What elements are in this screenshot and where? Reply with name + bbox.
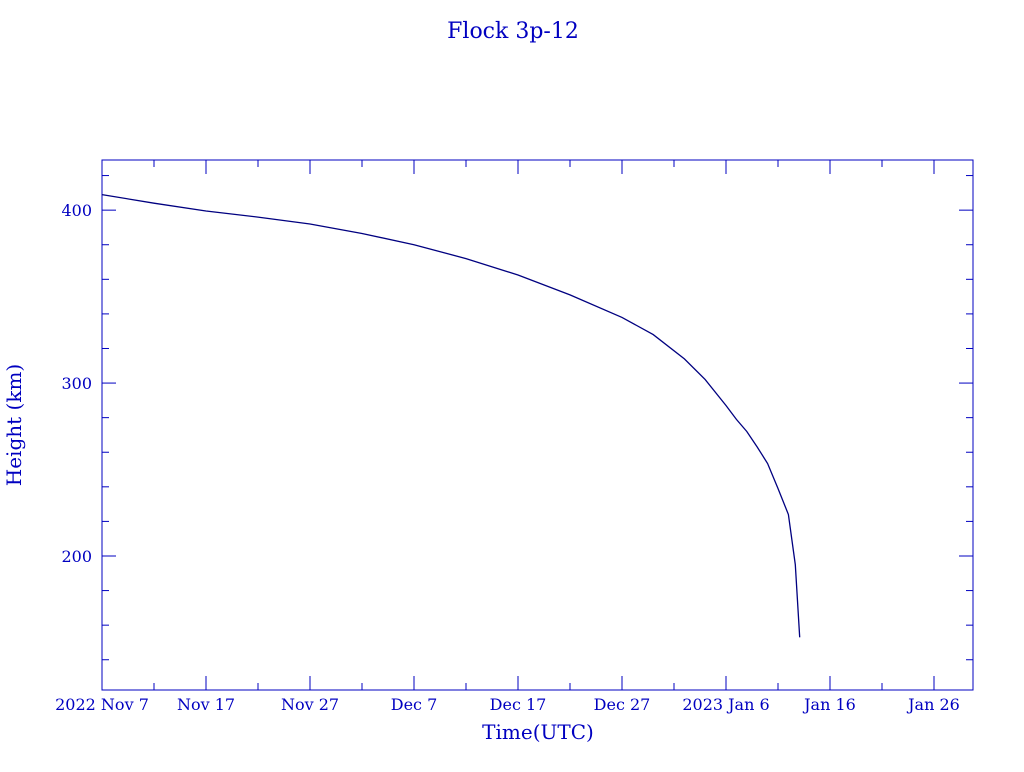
x-tick-label: Dec 17 xyxy=(490,695,547,714)
x-tick-label: Dec 27 xyxy=(594,695,651,714)
plot-frame xyxy=(101,159,974,691)
x-tick-label: Nov 27 xyxy=(281,695,339,714)
y-tick-label: 300 xyxy=(61,374,92,393)
y-tick-label: 200 xyxy=(61,547,92,566)
x-tick-label: Nov 17 xyxy=(177,695,235,714)
x-tick-label: Jan 16 xyxy=(802,695,856,714)
y-tick-label: 400 xyxy=(61,201,92,220)
x-tick-label: Jan 26 xyxy=(906,695,960,714)
x-axis-label: Time(UTC) xyxy=(482,720,594,744)
y-axis-label: Height (km) xyxy=(2,364,26,486)
chart-title: Flock 3p-12 xyxy=(447,19,579,44)
x-tick-label: 2023 Jan 6 xyxy=(682,695,769,714)
height-series-line xyxy=(101,193,801,638)
x-tick-label: 2022 Nov 7 xyxy=(55,695,149,714)
x-tick-label: Dec 7 xyxy=(391,695,438,714)
